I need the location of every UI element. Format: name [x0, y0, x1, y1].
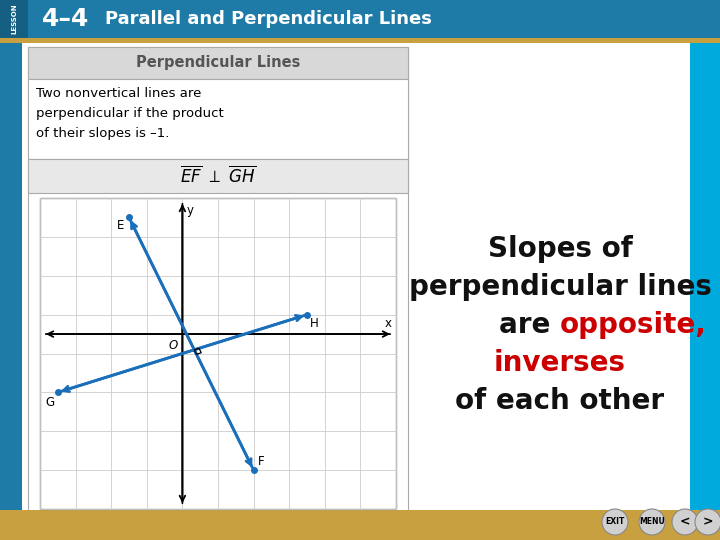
Circle shape [639, 509, 665, 535]
Text: Parallel and Perpendicular Lines: Parallel and Perpendicular Lines [105, 10, 432, 28]
Text: G: G [45, 396, 55, 409]
Text: EXIT: EXIT [606, 517, 625, 526]
Polygon shape [690, 0, 720, 540]
Text: LESSON: LESSON [11, 4, 17, 35]
Circle shape [695, 509, 720, 535]
Text: x: x [385, 317, 392, 330]
Text: opposite,: opposite, [560, 311, 707, 339]
Polygon shape [28, 47, 408, 517]
Text: Perpendicular Lines: Perpendicular Lines [136, 56, 300, 71]
Text: are: are [499, 311, 560, 339]
Text: Two nonvertical lines are: Two nonvertical lines are [36, 87, 202, 100]
Polygon shape [0, 38, 720, 43]
Text: E: E [117, 219, 124, 232]
Polygon shape [28, 159, 408, 193]
Polygon shape [0, 0, 28, 38]
Text: Slopes of: Slopes of [487, 235, 632, 263]
Text: of their slopes is –1.: of their slopes is –1. [36, 127, 169, 140]
Text: 4–4: 4–4 [42, 7, 89, 31]
Circle shape [602, 509, 628, 535]
Text: F: F [258, 455, 264, 468]
Polygon shape [0, 0, 720, 38]
Text: O: O [168, 339, 177, 352]
Text: $\overline{EF}\ \perp\ \overline{GH}$: $\overline{EF}\ \perp\ \overline{GH}$ [180, 165, 256, 186]
Polygon shape [40, 198, 396, 509]
Polygon shape [28, 79, 408, 159]
Text: MENU: MENU [639, 517, 665, 526]
Text: <: < [680, 516, 690, 529]
Text: inverses: inverses [494, 349, 626, 377]
Polygon shape [0, 510, 720, 540]
Polygon shape [28, 47, 408, 79]
Text: perpendicular if the product: perpendicular if the product [36, 107, 224, 120]
Text: H: H [310, 316, 319, 329]
Text: of each other: of each other [456, 387, 665, 415]
Text: perpendicular lines: perpendicular lines [408, 273, 711, 301]
Circle shape [672, 509, 698, 535]
Polygon shape [0, 43, 22, 510]
Text: y: y [186, 204, 194, 217]
Text: >: > [703, 516, 714, 529]
